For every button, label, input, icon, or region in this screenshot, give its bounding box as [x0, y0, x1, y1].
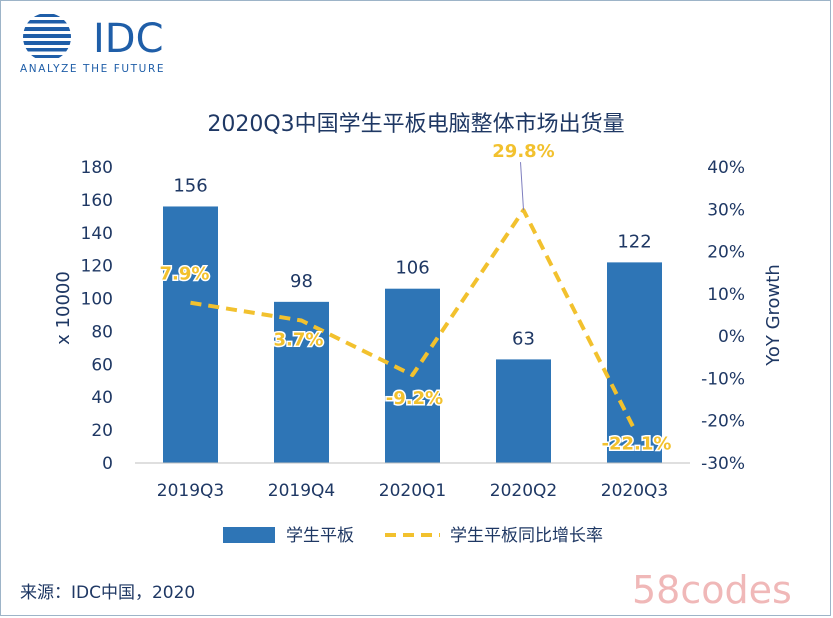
watermark: 58codes [632, 568, 792, 612]
chart-title: 2020Q3中国学生平板电脑整体市场出货量 [207, 112, 624, 137]
y2-tick-label: -10% [701, 369, 745, 389]
y-tick-label: 40 [91, 388, 113, 408]
legend: 学生平板 学生平板同比增长率 [223, 526, 603, 546]
logo-tagline: ANALYZE THE FUTURE [20, 63, 165, 75]
line-value-label: 7.9% [160, 264, 210, 285]
y2-tick-label: 20% [707, 243, 745, 263]
y-tick-label: 80 [91, 322, 113, 342]
x-tick-label: 2019Q3 [157, 481, 224, 501]
line-data-labels: 7.9% 3.7% -9.2% 29.8% -22.1% [158, 140, 673, 456]
y2-axis-title: YoY Growth [763, 264, 784, 367]
bar [496, 359, 551, 463]
y-axis-title: x 10000 [53, 271, 74, 345]
legend-bar-label: 学生平板 [286, 526, 354, 546]
y2-tick-label: 40% [707, 158, 745, 178]
bar-value-label: 106 [395, 258, 429, 279]
y-tick-label: 180 [81, 158, 113, 178]
x-tick-label: 2020Q1 [379, 481, 446, 501]
legend-bar-swatch [223, 527, 275, 543]
bar-value-label: 98 [290, 271, 313, 292]
x-tick-label: 2019Q4 [268, 481, 335, 501]
bar-data-labels: 156 98 106 63 122 [173, 175, 651, 349]
y-tick-label: 160 [81, 191, 113, 211]
y2-tick-label: 0% [718, 327, 745, 347]
line-value-label: -22.1% [602, 434, 672, 455]
line-value-label: 29.8% [492, 141, 554, 162]
bar [274, 301, 329, 463]
y-tick-label: 140 [81, 224, 113, 244]
line-value-label: -9.2% [386, 388, 443, 409]
y2-tick-label: -20% [701, 412, 745, 432]
y-tick-label: 100 [81, 290, 113, 310]
globe-icon [23, 14, 71, 58]
bar [163, 206, 218, 463]
x-tick-label: 2020Q2 [490, 481, 557, 501]
y2-tick-label: 10% [707, 285, 745, 305]
y-tick-label: 0 [102, 454, 113, 474]
bar-value-label: 63 [512, 328, 535, 349]
y-axis-left: 0 20 40 60 80 100 120 140 160 180 [81, 158, 113, 474]
source-note: 来源：IDC中国，2020 [20, 583, 195, 603]
bar-value-label: 122 [617, 231, 651, 252]
y-tick-label: 20 [91, 421, 113, 441]
y2-tick-label: -30% [701, 454, 745, 474]
line-value-label: 3.7% [274, 329, 324, 350]
y2-tick-label: 30% [707, 200, 745, 220]
idc-logo: IDC ANALYZE THE FUTURE [20, 14, 165, 75]
bar-value-label: 156 [173, 175, 207, 196]
x-axis: 2019Q3 2019Q4 2020Q1 2020Q2 2020Q3 [157, 481, 668, 501]
y-tick-label: 120 [81, 257, 113, 277]
x-tick-label: 2020Q3 [601, 481, 668, 501]
y-axis-right: -30% -20% -10% 0% 10% 20% 30% 40% [701, 158, 745, 474]
y-tick-label: 60 [91, 355, 113, 375]
legend-line-label: 学生平板同比增长率 [450, 526, 603, 546]
bar-series [163, 206, 662, 463]
peak-leader-line [520, 162, 524, 211]
logo-text: IDC [93, 16, 164, 62]
